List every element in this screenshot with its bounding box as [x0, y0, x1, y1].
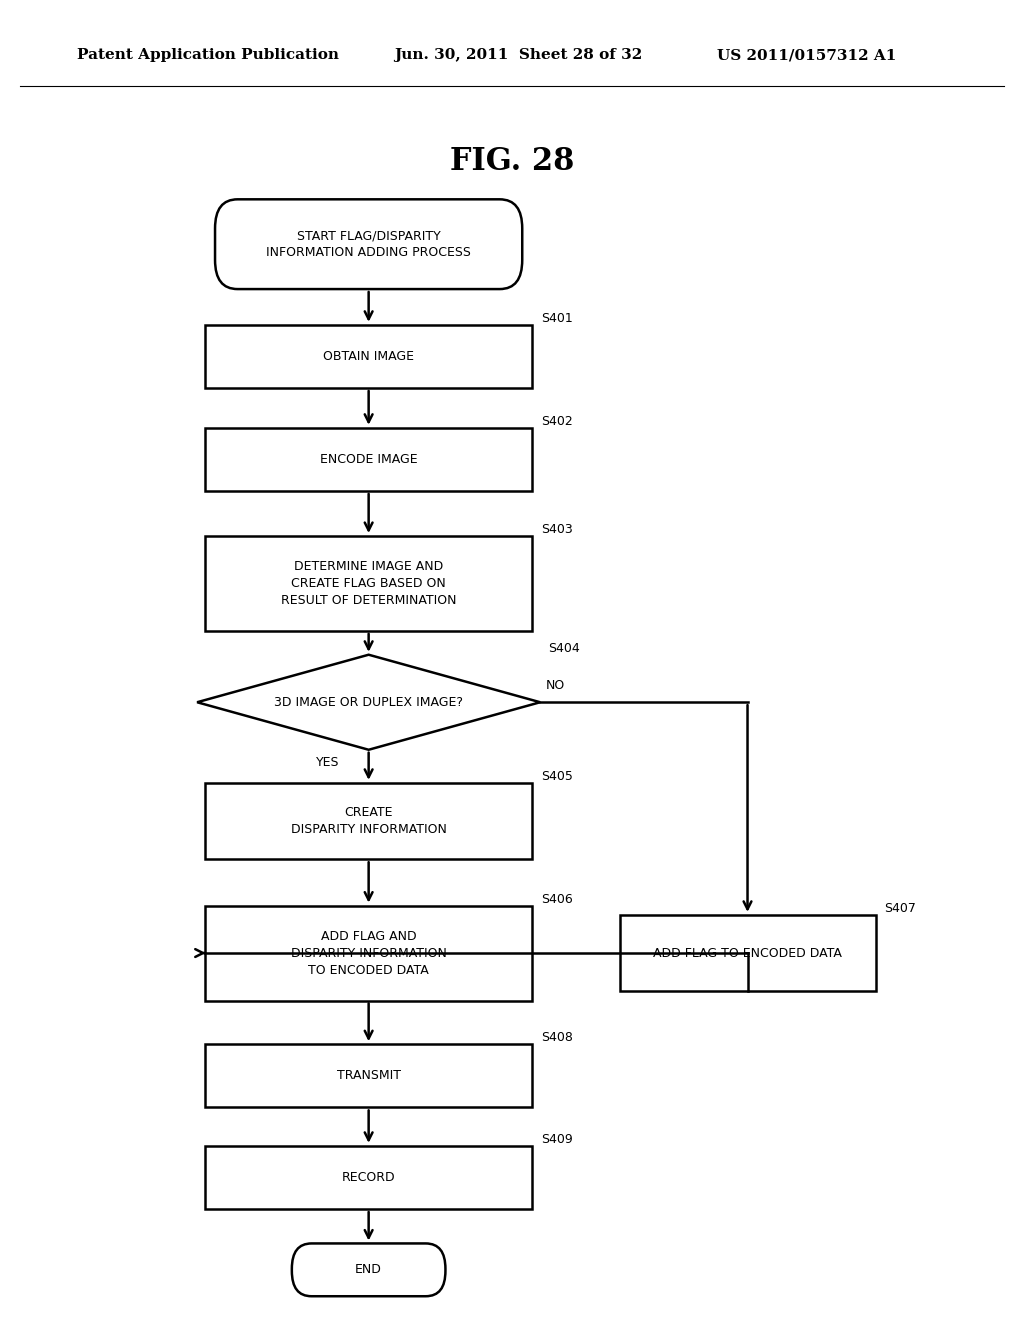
Text: 3D IMAGE OR DUPLEX IMAGE?: 3D IMAGE OR DUPLEX IMAGE?: [274, 696, 463, 709]
Text: Patent Application Publication: Patent Application Publication: [77, 49, 339, 62]
Text: S401: S401: [541, 312, 572, 325]
Text: S406: S406: [541, 892, 572, 906]
Text: FIG. 28: FIG. 28: [450, 145, 574, 177]
Text: S405: S405: [541, 770, 572, 783]
Text: ADD FLAG AND
DISPARITY INFORMATION
TO ENCODED DATA: ADD FLAG AND DISPARITY INFORMATION TO EN…: [291, 929, 446, 977]
Text: ADD FLAG TO ENCODED DATA: ADD FLAG TO ENCODED DATA: [653, 946, 842, 960]
Text: TRANSMIT: TRANSMIT: [337, 1069, 400, 1082]
Bar: [205, 536, 532, 631]
Text: Jun. 30, 2011  Sheet 28 of 32: Jun. 30, 2011 Sheet 28 of 32: [394, 49, 642, 62]
Text: S404: S404: [549, 642, 581, 655]
Bar: [205, 325, 532, 388]
Polygon shape: [197, 655, 541, 750]
Bar: [205, 428, 532, 491]
FancyBboxPatch shape: [215, 199, 522, 289]
Text: US 2011/0157312 A1: US 2011/0157312 A1: [717, 49, 896, 62]
Text: YES: YES: [316, 756, 339, 770]
Text: DETERMINE IMAGE AND
CREATE FLAG BASED ON
RESULT OF DETERMINATION: DETERMINE IMAGE AND CREATE FLAG BASED ON…: [281, 560, 457, 607]
Text: START FLAG/DISPARITY
INFORMATION ADDING PROCESS: START FLAG/DISPARITY INFORMATION ADDING …: [266, 230, 471, 259]
Text: OBTAIN IMAGE: OBTAIN IMAGE: [324, 350, 414, 363]
Text: ENCODE IMAGE: ENCODE IMAGE: [319, 453, 418, 466]
Text: S408: S408: [541, 1031, 572, 1044]
Bar: [205, 1146, 532, 1209]
Text: END: END: [355, 1263, 382, 1276]
Text: NO: NO: [545, 678, 564, 692]
Bar: [205, 783, 532, 859]
Bar: [620, 915, 876, 991]
Text: S409: S409: [541, 1133, 572, 1146]
Text: S403: S403: [541, 523, 572, 536]
Text: S407: S407: [884, 902, 915, 915]
FancyBboxPatch shape: [292, 1243, 445, 1296]
Bar: [205, 1044, 532, 1107]
Text: S402: S402: [541, 414, 572, 428]
Bar: [205, 906, 532, 1001]
Text: RECORD: RECORD: [342, 1171, 395, 1184]
Text: CREATE
DISPARITY INFORMATION: CREATE DISPARITY INFORMATION: [291, 807, 446, 836]
